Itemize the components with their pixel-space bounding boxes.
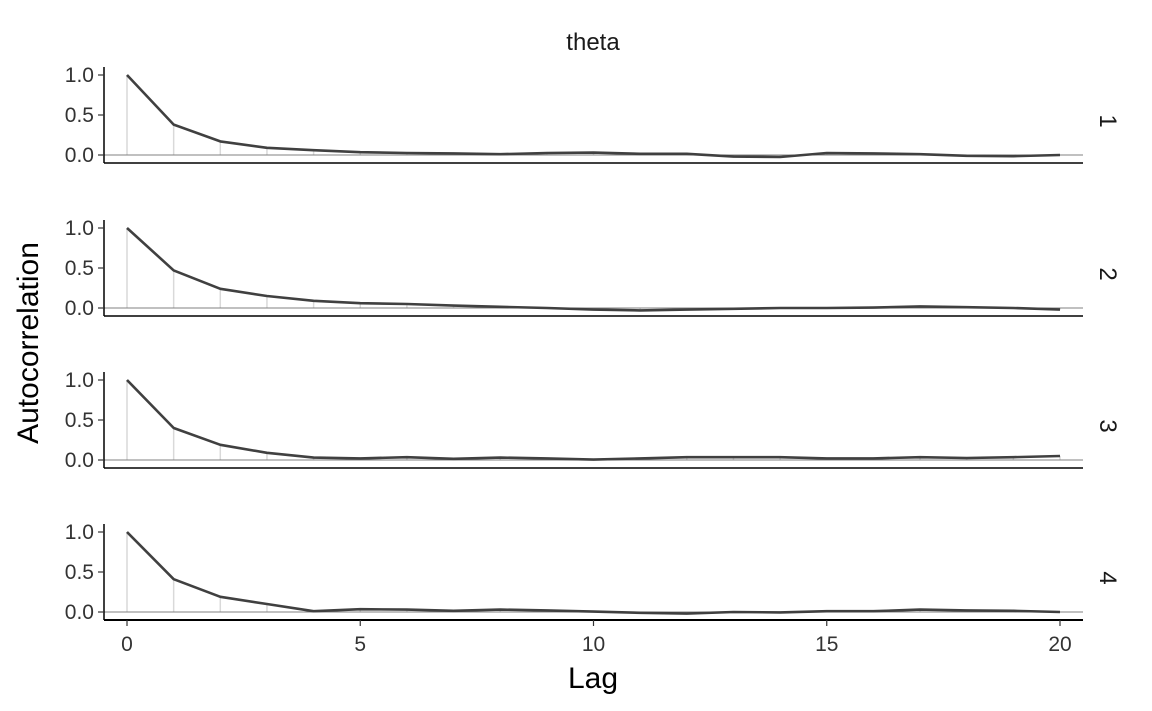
y-tick-label: 1.0 bbox=[65, 521, 94, 544]
series-line bbox=[126, 227, 1061, 312]
y-tick-label: 0.5 bbox=[65, 257, 94, 280]
y-tick-label: 1.0 bbox=[65, 369, 94, 392]
chart-title: theta bbox=[566, 29, 620, 56]
y-tick-label: 1.0 bbox=[65, 217, 94, 240]
facet-panels: 0.0 0.5 1.0 1 0.0 0.5 1.0 2 0.0 0.5 1.0 3 0.0 0.5 1.0 4 bbox=[65, 64, 1121, 624]
facet-panel-2: 0.0 0.5 1.0 2 bbox=[65, 217, 1121, 320]
facet-panel-3: 0.0 0.5 1.0 3 bbox=[65, 369, 1121, 472]
x-tick-label: 20 bbox=[1048, 633, 1071, 656]
y-tick-label: 1.0 bbox=[65, 64, 94, 87]
y-tick-label: 0.5 bbox=[65, 104, 94, 127]
x-tick-label: 0 bbox=[121, 633, 133, 656]
x-axis-title: Lag bbox=[568, 662, 618, 695]
facet-label: 1 bbox=[1094, 114, 1121, 127]
y-tick-label: 0.0 bbox=[65, 601, 94, 624]
y-tick-label: 0.5 bbox=[65, 409, 94, 432]
y-tick-label: 0.5 bbox=[65, 561, 94, 584]
x-tick-label: 15 bbox=[815, 633, 838, 656]
facet-panel-1: 0.0 0.5 1.0 1 bbox=[65, 64, 1121, 167]
series-line bbox=[126, 74, 1061, 159]
x-tick-label: 10 bbox=[582, 633, 605, 656]
facet-label: 3 bbox=[1094, 419, 1121, 432]
y-tick-label: 0.0 bbox=[65, 297, 94, 320]
x-tick-label: 5 bbox=[354, 633, 366, 656]
facet-panel-4: 0.0 0.5 1.0 4 bbox=[65, 521, 1121, 624]
x-axis: 0 5 10 15 20 bbox=[104, 619, 1083, 656]
facet-label: 2 bbox=[1094, 267, 1121, 280]
y-axis-title: Autocorrelation bbox=[12, 242, 45, 444]
series-line bbox=[126, 531, 1061, 615]
series-line bbox=[126, 379, 1061, 461]
facet-label: 4 bbox=[1094, 571, 1121, 584]
y-tick-label: 0.0 bbox=[65, 449, 94, 472]
y-tick-label: 0.0 bbox=[65, 144, 94, 167]
